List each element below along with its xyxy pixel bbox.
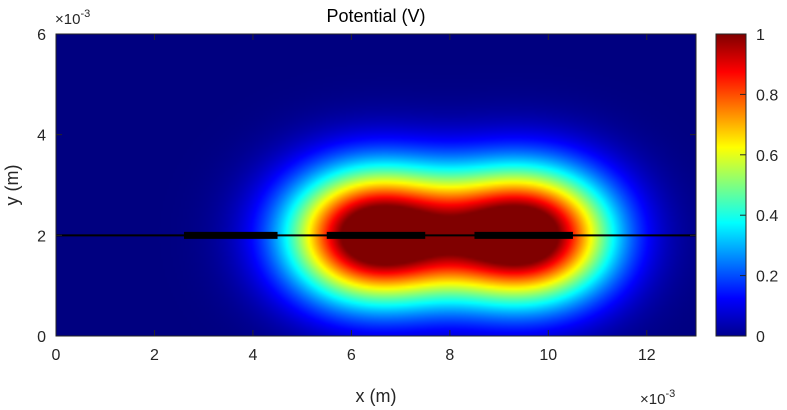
x-tick-label: 12 <box>638 347 656 364</box>
chart-title: Potential (V) <box>326 6 425 26</box>
y-axis-exponent: ×10-3 <box>55 8 90 28</box>
colorbar-tick-label: 0.8 <box>756 87 778 104</box>
x-exponent-base: ×10 <box>640 391 665 408</box>
x-exponent-power: -3 <box>665 388 675 400</box>
colorbar: 0 0.2 0.4 0.6 0.8 1 <box>715 27 778 346</box>
colorbar-tick-label: 0.6 <box>756 148 778 165</box>
y-axis-ticks: 0 2 4 6 <box>37 27 696 346</box>
y-exponent-power: -3 <box>80 8 90 20</box>
colorbar-ticks: 0 0.2 0.4 0.6 0.8 1 <box>740 27 778 346</box>
svg-text:×10-3: ×10-3 <box>640 388 675 408</box>
y-exponent-base: ×10 <box>55 11 80 28</box>
x-tick-label: 4 <box>248 347 257 364</box>
x-tick-label: 0 <box>52 347 61 364</box>
colorbar-tick-label: 0.4 <box>756 208 778 225</box>
colorbar-tick-label: 0.2 <box>756 269 778 286</box>
x-tick-label: 8 <box>445 347 454 364</box>
x-tick-label: 6 <box>347 347 356 364</box>
y-tick-label: 2 <box>37 228 46 245</box>
x-axis-exponent: ×10-3 <box>640 388 675 408</box>
y-axis-label: y (m) <box>2 165 22 206</box>
x-tick-label: 2 <box>150 347 159 364</box>
y-tick-label: 4 <box>37 128 46 145</box>
colorbar-tick-label: 1 <box>756 27 765 44</box>
y-tick-label: 6 <box>37 27 46 44</box>
y-tick-label: 0 <box>37 329 46 346</box>
heatmap-image <box>56 34 696 336</box>
x-tick-label: 10 <box>539 347 557 364</box>
plot-frame <box>55 33 697 337</box>
svg-text:×10-3: ×10-3 <box>55 8 90 28</box>
colorbar-tick-label: 0 <box>756 329 765 346</box>
x-axis-label: x (m) <box>356 386 397 406</box>
colorbar-gradient <box>715 33 747 337</box>
x-axis-ticks: 0 2 4 6 8 10 12 <box>52 34 656 364</box>
